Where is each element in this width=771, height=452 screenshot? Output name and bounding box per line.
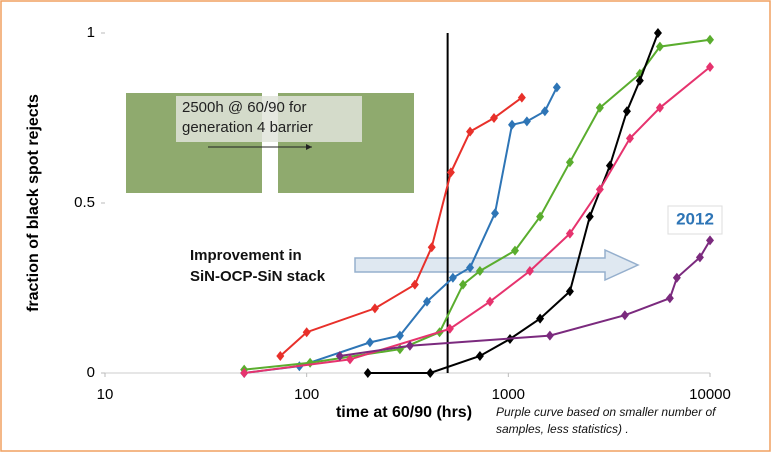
data-point: [370, 303, 379, 314]
data-point: [491, 208, 500, 219]
series-line: [244, 86, 558, 374]
data-point: [540, 106, 549, 117]
data-point: [459, 279, 468, 290]
data-point: [410, 279, 419, 290]
x-tick-label: 10000: [689, 386, 731, 403]
data-point: [365, 337, 374, 348]
data-point: [595, 102, 604, 113]
data-point: [536, 313, 545, 324]
data-point: [395, 330, 404, 341]
data-point: [672, 272, 681, 283]
data-point: [446, 167, 455, 178]
inset-arrowhead: [306, 144, 312, 150]
data-point: [620, 310, 629, 321]
data-point: [508, 119, 517, 130]
data-point: [335, 351, 344, 361]
improvement-arrow: [354, 248, 640, 282]
data-point: [552, 82, 561, 93]
data-point: [445, 323, 454, 334]
data-point: [545, 330, 554, 341]
data-point: [510, 245, 519, 256]
annotation: SiN-OCP-SiN stack: [190, 268, 326, 285]
data-point: [706, 62, 714, 72]
data-point: [345, 354, 354, 365]
data-point: [653, 28, 662, 38]
annotation: samples, less statistics) .: [496, 422, 629, 436]
x-tick-label: 1000: [492, 386, 525, 403]
data-point: [595, 184, 604, 195]
data-point: [706, 235, 714, 246]
data-point: [426, 368, 435, 378]
annotation: 2012: [676, 209, 714, 228]
annotation: Improvement in: [190, 247, 302, 264]
data-point: [536, 211, 545, 222]
data-point: [475, 266, 484, 276]
series-line: [339, 239, 711, 357]
annotation: 2500h @ 60/90 for: [182, 99, 306, 116]
data-point: [565, 286, 574, 297]
data-point: [585, 211, 594, 222]
data-point: [517, 92, 526, 103]
data-point: [622, 106, 631, 117]
data-point: [695, 252, 704, 263]
data-point: [240, 368, 249, 378]
data-point: [466, 126, 475, 137]
y-axis-label: fraction of black spot rejects: [25, 94, 42, 312]
data-point: [625, 133, 634, 144]
x-axis-label: time at 60/90 (hrs): [336, 404, 472, 421]
data-point: [522, 116, 531, 127]
data-point: [363, 368, 372, 378]
data-point: [655, 102, 664, 113]
data-point: [485, 296, 494, 307]
data-point: [276, 351, 285, 361]
data-point: [466, 262, 475, 273]
data-point: [427, 242, 436, 253]
y-tick-label: 1: [87, 24, 95, 41]
y-tick-label: 0.5: [74, 194, 95, 211]
year-box: [667, 205, 723, 235]
data-point: [565, 228, 574, 239]
data-point: [405, 340, 414, 351]
data-point: [448, 272, 457, 283]
data-point: [525, 266, 534, 276]
data-point: [635, 75, 644, 86]
series-line: [244, 66, 711, 374]
data-point: [475, 351, 484, 361]
data-point: [565, 157, 574, 168]
y-tick-label: 0: [87, 364, 95, 381]
data-point: [302, 327, 311, 338]
data-point: [655, 41, 664, 52]
inset-image: 2500h @ 60/90 for generation 4 barrier: [126, 93, 414, 193]
data-point: [706, 34, 714, 45]
x-tick-label: 100: [294, 386, 319, 403]
data-point: [665, 293, 674, 304]
inset-label-box: [176, 96, 362, 142]
x-tick-label: 10: [97, 386, 114, 403]
data-point: [489, 113, 498, 123]
annotation: Purple curve based on smaller number of: [496, 405, 717, 419]
annotation: generation 4 barrier: [182, 119, 313, 136]
data-point: [422, 296, 431, 307]
